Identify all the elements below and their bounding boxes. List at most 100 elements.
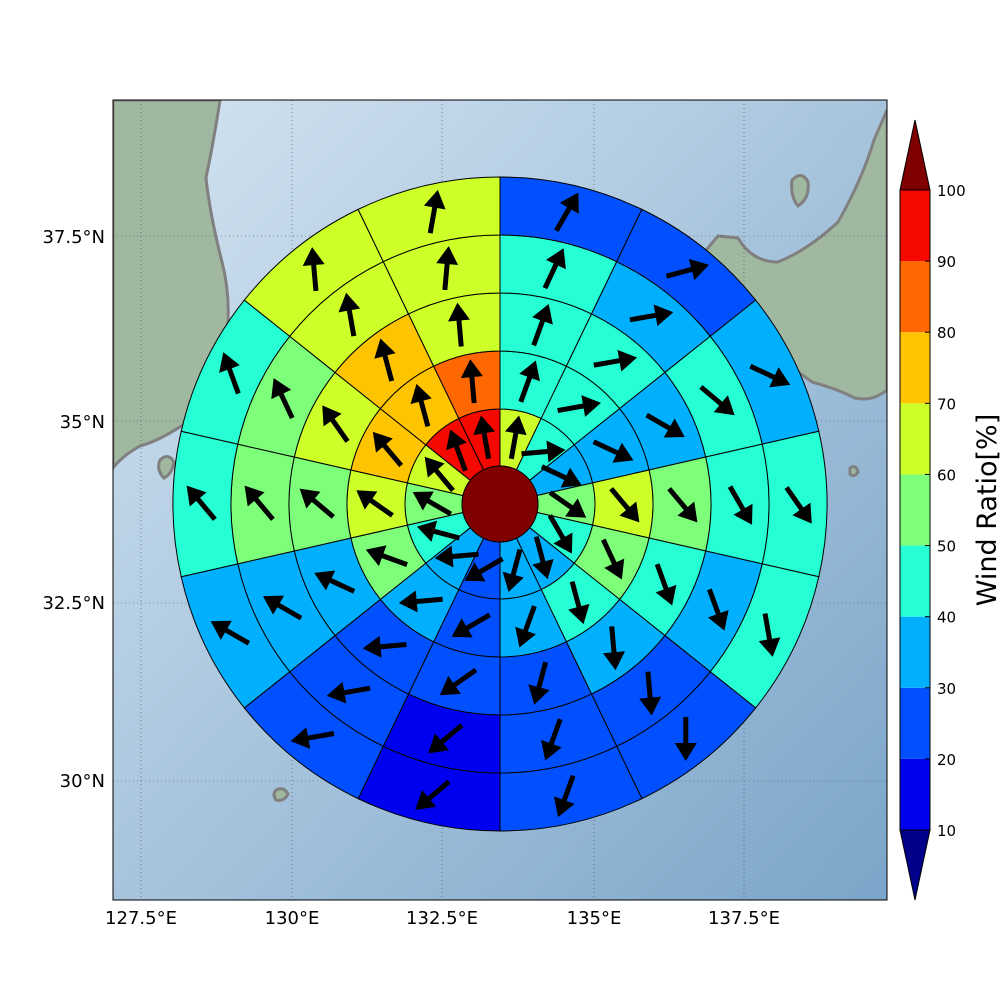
wind-arrow (314, 570, 356, 594)
land-sado (790, 174, 810, 209)
colorbar-bin (900, 545, 930, 617)
arrow-shape (314, 570, 356, 594)
arrow-shape (515, 605, 537, 648)
colorbar-bin (900, 403, 930, 475)
arrow-shape (667, 487, 698, 523)
wind-arrow (448, 302, 470, 347)
lon-tick-label: 135°E (567, 908, 622, 929)
center-cell (461, 465, 539, 543)
arrow-shape (271, 378, 295, 420)
arrow-shape (434, 545, 479, 568)
arrow-shape (290, 727, 335, 749)
wind-arrow (674, 716, 697, 761)
arrow-shape (541, 718, 563, 761)
arrow-shape (699, 385, 735, 416)
wind-arrow (271, 378, 295, 420)
wind-arrow (302, 247, 325, 292)
wind-arrow (784, 486, 812, 524)
wind-arrow (592, 439, 634, 463)
arrow-shape (210, 620, 251, 646)
arrow-shape (326, 681, 371, 704)
wind-arrow (540, 464, 582, 488)
wind-arrow (451, 612, 491, 638)
arrow-shape (542, 248, 566, 290)
arrow-shape (727, 485, 753, 525)
colorbar-over-extension (899, 119, 931, 191)
arrow-shape (423, 189, 446, 234)
colorbar-tick-label: 20 (937, 751, 956, 769)
wind-arrow (553, 774, 576, 818)
wind-arrow (424, 456, 455, 493)
colorbar-bin (900, 332, 930, 404)
wind-arrow (528, 661, 550, 705)
wind-arrow (554, 192, 579, 233)
wind-arrow (532, 536, 554, 580)
colorbar-tick-label: 30 (937, 680, 956, 698)
wind-arrow (568, 580, 590, 625)
colorbar-tick-label: 100 (937, 182, 966, 200)
arrow-shape (557, 395, 601, 417)
land-tsushima (157, 455, 176, 480)
wind-arrow (515, 605, 537, 648)
wind-arrow (699, 385, 735, 416)
wind-arrow (356, 490, 394, 518)
wind-arrow (262, 595, 303, 621)
arrow-shape (372, 431, 404, 468)
wind-arrow (541, 718, 563, 761)
arrow-shape (609, 487, 640, 523)
arrow-shape (784, 486, 812, 524)
wind-arrow (434, 545, 479, 568)
arrow-shape (654, 563, 677, 606)
arrow-shape (448, 302, 470, 347)
arrow-shape (629, 304, 674, 327)
wind-arrow (423, 189, 446, 234)
wind-arrow (415, 779, 451, 810)
wind-arrow (398, 590, 443, 613)
colorbar-tick-label: 70 (937, 395, 956, 413)
colorbar-tick-label: 10 (937, 822, 956, 840)
arrow-shape (362, 635, 407, 658)
arrow-shape (262, 595, 303, 621)
colorbar-tick-label: 90 (937, 253, 956, 271)
arrow-shape (553, 774, 576, 818)
wind-arrow (505, 415, 527, 460)
colorbar-bin (900, 616, 930, 688)
wind-arrow (460, 359, 483, 404)
arrow-shape (299, 488, 335, 519)
colorbar-bin (900, 687, 930, 759)
wind-arrow (326, 681, 371, 704)
arrow-shape (593, 349, 638, 372)
arrow-shape (219, 352, 241, 395)
wind-arrow (749, 363, 791, 388)
arrow-shape (531, 304, 553, 347)
arrow-shape (412, 491, 453, 517)
lon-tick-label: 137.5°E (708, 908, 780, 929)
wind-arrow (372, 431, 404, 468)
arrow-shape (749, 363, 791, 388)
colorbar-tick-label: 60 (937, 466, 956, 484)
wind-arrow (464, 556, 504, 582)
wind-arrow (531, 304, 553, 347)
arrow-shape (601, 538, 625, 580)
arrow-shape (424, 456, 455, 493)
colorbar-outline (899, 189, 931, 831)
arrow-shape (645, 412, 685, 438)
wind-arrow (322, 405, 350, 443)
wind-arrow (439, 667, 478, 696)
arrow-shape (356, 490, 394, 518)
wind-arrow (338, 292, 361, 337)
wind-arrow (542, 248, 566, 290)
arrow-shape (451, 612, 491, 638)
arrow-shape (338, 292, 361, 337)
arrow-shape (521, 440, 566, 463)
wind-arrow (210, 620, 251, 646)
colorbar-under-extension (899, 829, 931, 901)
wind-ratio-sector (761, 430, 828, 578)
arrow-shape (446, 429, 468, 472)
arrow-shape (374, 338, 396, 382)
arrow-shape (302, 247, 325, 292)
wind-arrow (601, 538, 625, 580)
arrow-shape (410, 383, 432, 428)
wind-arrow (186, 485, 217, 521)
